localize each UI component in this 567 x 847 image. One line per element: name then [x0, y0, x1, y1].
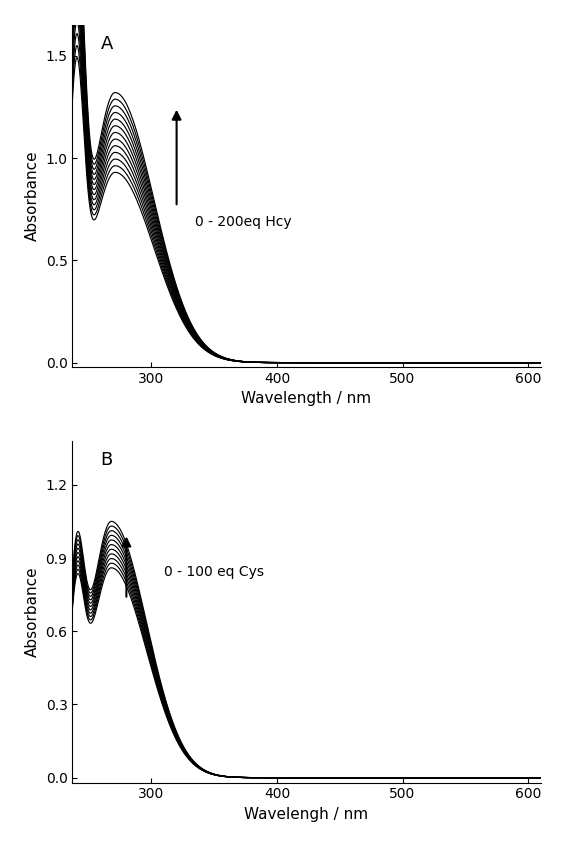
X-axis label: Wavelength / nm: Wavelength / nm [242, 391, 371, 407]
Text: A: A [100, 36, 113, 53]
X-axis label: Wavelengh / nm: Wavelengh / nm [244, 807, 369, 822]
Y-axis label: Absorbance: Absorbance [25, 567, 40, 657]
Text: 0 - 100 eq Cys: 0 - 100 eq Cys [164, 565, 264, 579]
Y-axis label: Absorbance: Absorbance [25, 151, 40, 241]
Text: B: B [100, 451, 113, 469]
Text: 0 - 200eq Hcy: 0 - 200eq Hcy [196, 215, 292, 230]
